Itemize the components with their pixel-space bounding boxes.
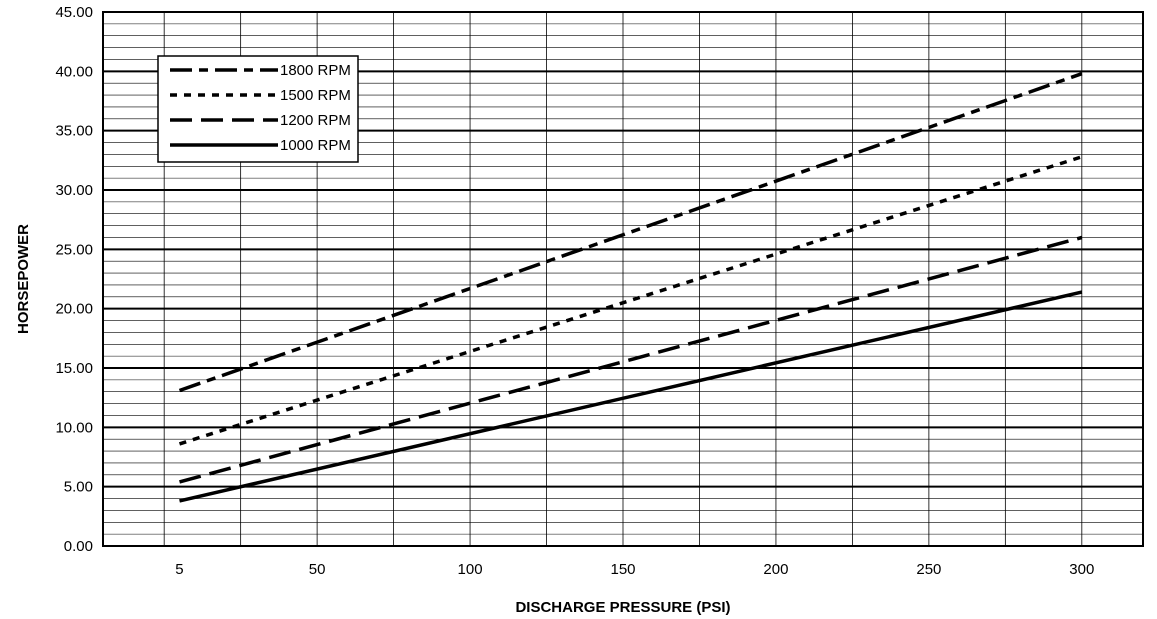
vertical-gridlines — [163, 12, 1083, 546]
legend-label: 1500 RPM — [280, 87, 351, 104]
y-tick-label: 10.00 — [55, 419, 93, 436]
legend-label: 1200 RPM — [280, 112, 351, 129]
series-line — [179, 235, 1083, 484]
legend: 1800 RPM 1500 RPM 1200 RPM 1000 RPM — [157, 55, 359, 163]
series-lines — [178, 72, 1083, 503]
series-line — [178, 155, 1083, 446]
y-tick-label: 45.00 — [55, 4, 93, 21]
x-tick-label: 100 — [458, 561, 483, 578]
legend-label: 1800 RPM — [280, 62, 351, 79]
x-tick-label: 300 — [1069, 561, 1094, 578]
x-tick-label: 5 — [175, 561, 183, 578]
legend-items: 1800 RPM 1500 RPM 1200 RPM 1000 RPM — [170, 62, 351, 154]
y-tick-labels: 0.00 5.00 10.00 15.00 20.00 25.00 30.00 35.00 40… — [55, 4, 93, 555]
y-tick-label: 30.00 — [55, 182, 93, 199]
x-tick-label: 50 — [309, 561, 326, 578]
y-tick-label: 20.00 — [55, 301, 93, 318]
y-tick-label: 40.00 — [55, 63, 93, 80]
x-tick-label: 200 — [763, 561, 788, 578]
y-tick-label: 5.00 — [64, 479, 93, 496]
y-tick-label: 35.00 — [55, 123, 93, 140]
x-tick-label: 250 — [916, 561, 941, 578]
legend-label: 1000 RPM — [280, 137, 351, 154]
x-tick-label: 150 — [610, 561, 635, 578]
series-line — [179, 290, 1083, 503]
y-tick-label: 25.00 — [55, 241, 93, 258]
x-tick-labels: 5 50 100 150 200 250 300 — [175, 561, 1094, 578]
y-tick-label: 0.00 — [64, 538, 93, 555]
x-axis-title: DISCHARGE PRESSURE (PSI) — [515, 599, 730, 616]
plot-frame — [102, 11, 1144, 547]
series-line — [178, 72, 1083, 393]
y-axis-title: HORSEPOWER — [15, 224, 32, 334]
y-tick-label: 15.00 — [55, 360, 93, 377]
